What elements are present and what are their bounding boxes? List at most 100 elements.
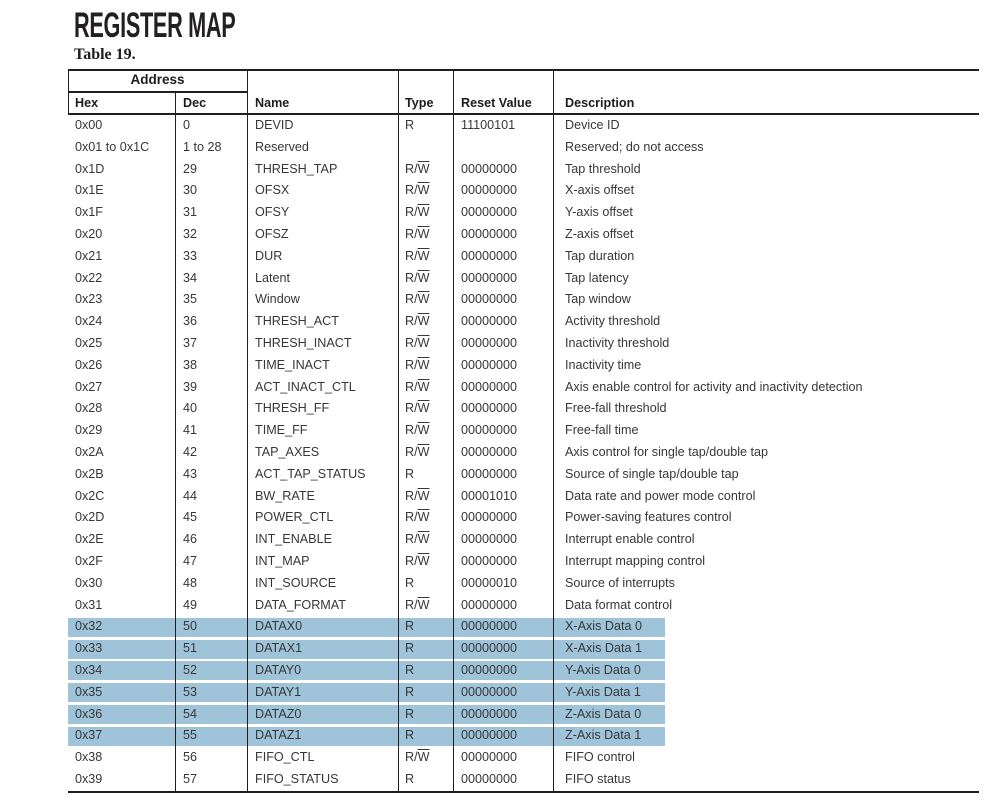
cell-dec: 39 (183, 379, 198, 394)
cell-description: Data rate and power mode control (565, 488, 756, 503)
cell-reset-value: 00000000 (461, 466, 518, 481)
cell-reset-value: 00000000 (461, 706, 518, 721)
cell-dec: 36 (183, 314, 198, 329)
cell-description: X-Axis Data 0 (565, 619, 642, 634)
cell-name: Reserved (255, 139, 309, 154)
cell-type: R (405, 706, 415, 721)
cell-name: THRESH_FF (255, 401, 330, 416)
cell-reset-value: 11100101 (461, 118, 516, 132)
cell-description: Tap window (565, 292, 631, 307)
cell-dec: 42 (183, 444, 198, 459)
column-header-type: Type (405, 96, 434, 110)
cell-type: R (405, 619, 415, 634)
cell-name: ACT_INACT_CTL (255, 379, 356, 394)
register-row: 0x30 48 INT_SOURCE R 00000010 Source of … (68, 573, 979, 595)
cell-type: R/W (405, 379, 430, 394)
cell-description: Inactivity time (565, 357, 642, 372)
cell-description: Inactivity threshold (565, 335, 670, 350)
cell-hex: 0x1F (75, 205, 103, 220)
cell-description: Source of single tap/double tap (565, 466, 739, 481)
cell-description: Device ID (565, 118, 620, 132)
register-row: 0x26 38 TIME_INACT R/W 00000000 Inactivi… (68, 355, 979, 377)
cell-description: Tap latency (565, 270, 629, 285)
cell-name: Latent (255, 270, 291, 285)
divider-dec-name (247, 115, 249, 791)
cell-type: R/W (405, 314, 430, 329)
cell-dec: 30 (183, 183, 198, 198)
cell-reset-value: 00000000 (461, 750, 518, 765)
cell-dec: 55 (183, 728, 198, 743)
cell-description: Y-Axis Data 0 (565, 662, 641, 677)
cell-reset-value: 00000000 (461, 423, 518, 438)
cell-reset-value: 00000000 (461, 510, 518, 525)
cell-hex: 0x21 (75, 248, 103, 263)
cell-reset-value: 00000000 (461, 248, 518, 263)
cell-reset-value: 00000000 (461, 401, 518, 416)
cell-type: R (405, 728, 415, 743)
cell-hex: 0x36 (75, 706, 103, 721)
cell-hex: 0x32 (75, 619, 103, 634)
cell-name: TIME_INACT (255, 357, 330, 372)
cell-description: Z-Axis Data 0 (565, 706, 642, 721)
cell-type: R (405, 662, 415, 677)
cell-type: R (405, 118, 415, 132)
cell-name: DATAX0 (255, 619, 303, 634)
cell-description: Reserved; do not access (565, 139, 704, 154)
register-row: 0x24 36 THRESH_ACT R/W 00000000 Activity… (68, 311, 979, 333)
cell-type: R/W (405, 335, 430, 350)
cell-type: R/W (405, 532, 430, 547)
register-row: 0x29 41 TIME_FF R/W 00000000 Free-fall t… (68, 420, 979, 442)
cell-name: DATAY1 (255, 684, 302, 699)
register-row: 0x2F 47 INT_MAP R/W 00000000 Interrupt m… (68, 551, 979, 573)
cell-type: R/W (405, 423, 430, 438)
cell-name: FIFO_CTL (255, 750, 315, 765)
cell-hex: 0x23 (75, 292, 103, 307)
cell-hex: 0x27 (75, 379, 103, 394)
column-header-dec: Dec (183, 96, 207, 110)
cell-name: TAP_AXES (255, 444, 320, 459)
cell-description: Data format control (565, 597, 673, 612)
cell-description: Free-fall threshold (565, 401, 667, 416)
column-header-name: Name (255, 96, 290, 110)
register-row: 0x22 34 Latent R/W 00000000 Tap latency (68, 268, 979, 290)
cell-type: R/W (405, 597, 430, 612)
cell-reset-value: 00000000 (461, 357, 518, 372)
cell-dec: 54 (183, 706, 198, 721)
cell-hex: 0x38 (75, 750, 103, 765)
cell-dec: 43 (183, 466, 198, 481)
register-row: 0x2A 42 TAP_AXES R/W 00000000 Axis contr… (68, 442, 979, 464)
cell-hex: 0x00 (75, 118, 103, 132)
cell-reset-value: 00000000 (461, 161, 518, 176)
cell-name: ACT_TAP_STATUS (255, 466, 366, 481)
cell-type: R (405, 575, 415, 590)
cell-hex: 0x34 (75, 662, 103, 677)
cell-name: POWER_CTL (255, 510, 334, 525)
register-row: 0x36 54 DATAZ0 R 00000000 Z-Axis Data 0 (68, 704, 979, 726)
cell-name: THRESH_TAP (255, 161, 338, 176)
cell-name: OFSY (255, 205, 290, 220)
cell-reset-value: 00000000 (461, 314, 518, 329)
cell-dec: 44 (183, 488, 198, 503)
cell-description: X-Axis Data 1 (565, 641, 642, 656)
cell-name: INT_ENABLE (255, 532, 332, 547)
cell-dec: 33 (183, 248, 198, 263)
cell-hex: 0x29 (75, 423, 103, 438)
cell-dec: 29 (183, 161, 198, 176)
cell-hex: 0x28 (75, 401, 103, 416)
table-header: Address Hex Dec Name Type Reset Value De… (68, 69, 979, 115)
cell-description: Tap threshold (565, 161, 641, 176)
cell-type: R/W (405, 248, 430, 263)
register-row: 0x20 32 OFSZ R/W 00000000 Z-axis offset (68, 224, 979, 246)
cell-hex: 0x2F (75, 553, 103, 568)
cell-dec: 47 (183, 553, 198, 568)
cell-type: R/W (405, 401, 430, 416)
cell-description: Axis control for single tap/double tap (565, 444, 769, 459)
cell-type: R/W (405, 510, 430, 525)
cell-type: R/W (405, 488, 430, 503)
cell-reset-value: 00000000 (461, 641, 518, 656)
register-row: 0x2E 46 INT_ENABLE R/W 00000000 Interrup… (68, 529, 979, 551)
register-row: 0x27 39 ACT_INACT_CTL R/W 00000000 Axis … (68, 377, 979, 399)
register-row: 0x39 57 FIFO_STATUS R 00000000 FIFO stat… (68, 769, 979, 791)
cell-reset-value: 00000000 (461, 597, 518, 612)
